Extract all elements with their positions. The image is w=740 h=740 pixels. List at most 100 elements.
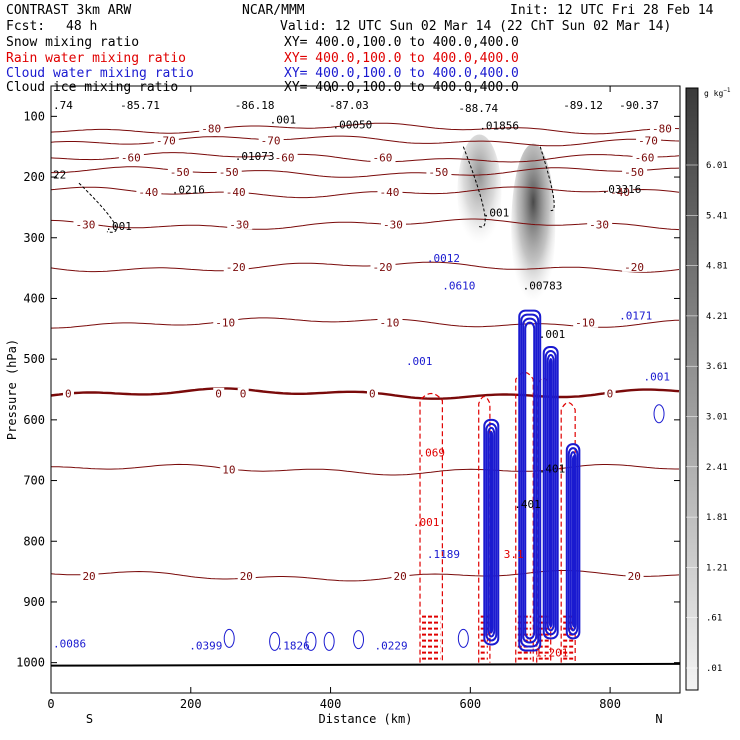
isotherm--70-label-0: -70 xyxy=(156,135,176,148)
isotherm--50-line xyxy=(51,166,680,178)
annotation-15: .001 xyxy=(483,207,510,220)
cloud-water-cell-0 xyxy=(483,418,500,646)
annotation-13: 22 xyxy=(53,168,66,181)
annotation-6: -90.37 xyxy=(619,99,659,112)
isotherm-0-label-3: 0 xyxy=(369,388,376,401)
isotherm--50-label-bg-1 xyxy=(216,166,242,178)
isotherm--40-label-1: -40 xyxy=(226,186,246,199)
x-tick-label-400: 400 xyxy=(320,697,342,711)
y-axis-title: Pressure (hPa) xyxy=(5,339,19,440)
isotherm-20-label-1: 20 xyxy=(240,570,253,583)
rain-cell-1 xyxy=(478,395,491,663)
x-tick-label-0: 0 xyxy=(47,697,54,711)
isotherm-20-label-bg-0 xyxy=(80,569,99,581)
isotherm--60-label-bg-3 xyxy=(632,151,658,163)
isotherm--40-label-bg-1 xyxy=(223,186,249,198)
isotherm--40-label-2: -40 xyxy=(379,186,399,199)
annotation-24: .401 xyxy=(539,463,566,476)
isotherm--20-label-bg-2 xyxy=(622,260,648,272)
isotherm-0-label-1: 0 xyxy=(215,388,222,401)
isotherm--80-label-0: -80 xyxy=(201,122,221,135)
cloud-water-blob-6 xyxy=(653,404,665,424)
colorbar-tick-label-0: 6.01 xyxy=(706,161,728,171)
cloud-water-blob-4 xyxy=(353,630,365,650)
isotherm--70-label-bg-1 xyxy=(258,134,284,146)
cloud-water-cell-2 xyxy=(548,358,553,628)
cloud-water-cell-2 xyxy=(546,354,555,632)
annotation-22: .001 xyxy=(644,370,671,383)
annotation-27: .1189 xyxy=(427,548,460,561)
cloud-water-cell-1 xyxy=(522,317,538,644)
isotherm--40-label-3: -40 xyxy=(610,186,630,199)
isotherm--40-label-bg-3 xyxy=(608,186,634,198)
isotherm--60-label-bg-1 xyxy=(272,151,298,163)
isotherm--20-label-0: -20 xyxy=(226,261,246,274)
isotherm--50-label-bg-2 xyxy=(426,166,452,178)
annotation-9: .01856 xyxy=(479,120,519,133)
legend-snow-label: Snow mixing ratio xyxy=(6,35,140,50)
legend-cloud-water-xy: XY= 400.0,100.0 to 400.0,400.0 xyxy=(284,66,519,81)
annotation-14: .001 xyxy=(105,220,131,233)
colorbar-tick-label-10: .01 xyxy=(706,664,722,674)
isotherm--70-line xyxy=(51,135,680,147)
legend-snow-xy: XY= 400.0,100.0 to 400.0,400.0 xyxy=(284,35,519,50)
colorbar-tick-label-5: 3.01 xyxy=(706,413,728,423)
isotherm--50-label-2: -50 xyxy=(428,166,448,179)
annotation-5: -89.12 xyxy=(563,99,603,112)
annotation-1: -85.71 xyxy=(120,99,160,112)
annotation-29: .0086 xyxy=(53,637,86,650)
isotherm--60-label-bg-2 xyxy=(370,151,396,163)
isotherm-20-label-3: 20 xyxy=(628,570,641,583)
isotherm-0-label-4: 0 xyxy=(607,388,614,401)
rain-cell-4 xyxy=(560,402,576,663)
isotherm--20-label-2: -20 xyxy=(624,261,644,274)
annotation-3: -87.03 xyxy=(329,99,369,112)
annotation-16: .0012 xyxy=(427,252,460,265)
annotation-30: .0399 xyxy=(189,639,222,652)
cloud-water-blob-3 xyxy=(323,631,335,651)
cloud-water-cell-3 xyxy=(567,447,579,636)
isotherm-10-line xyxy=(51,463,679,476)
cloud-water-blob-5 xyxy=(457,628,469,648)
isotherm-0-label-bg-4 xyxy=(604,387,616,399)
isotherm--30-label-bg-2 xyxy=(380,218,406,230)
x-tick-label-600: 600 xyxy=(459,697,481,711)
isotherm--20-label-bg-1 xyxy=(370,260,396,272)
y-tick-label-600: 600 xyxy=(23,413,45,427)
isotherm--40-label-bg-0 xyxy=(136,186,162,198)
isotherm-20-label-bg-3 xyxy=(625,569,644,581)
annotation-8: .00050 xyxy=(333,118,373,131)
annotation-0: .74 xyxy=(53,99,73,112)
isotherm--30-label-bg-1 xyxy=(227,218,253,230)
annotation-20: .001 xyxy=(539,328,566,341)
isotherm--60-label-2: -60 xyxy=(372,152,392,165)
isotherm-0-label-bg-0 xyxy=(62,387,74,399)
isotherm--60-line xyxy=(51,152,680,163)
colorbar-tick-label-9: .61 xyxy=(706,614,722,624)
annotation-25: .401 xyxy=(514,498,541,511)
isotherm--80-label-1: -80 xyxy=(652,122,672,135)
isotherm-20-line xyxy=(51,570,680,582)
colorbar-tick-label-7: 1.81 xyxy=(706,513,728,523)
isotherm-0-label-0: 0 xyxy=(65,388,72,401)
y-tick-label-500: 500 xyxy=(23,352,45,366)
annotation-28: 3.1 xyxy=(504,548,524,561)
isotherm--70-label-bg-0 xyxy=(153,134,179,146)
rain-cell-2 xyxy=(515,371,534,663)
cloud-water-blob-2 xyxy=(305,631,317,651)
colorbar-tick-label-1: 5.41 xyxy=(706,211,728,221)
isotherm--10-label-2: -10 xyxy=(575,317,595,330)
isotherm--30-line xyxy=(51,218,680,231)
isotherm--60-label-3: -60 xyxy=(635,152,655,165)
isotherm--20-label-1: -20 xyxy=(372,261,392,274)
colorbar-tick-label-3: 4.21 xyxy=(706,312,728,322)
cloud-water-blob-0 xyxy=(223,628,235,648)
legend-rain-xy: XY= 400.0,100.0 to 400.0,400.0 xyxy=(284,51,519,66)
isotherm-0-label-2: 0 xyxy=(240,388,247,401)
isotherm--50-label-0: -50 xyxy=(170,166,190,179)
annotation-23: .069 xyxy=(419,446,446,459)
isotherm-0-label-bg-1 xyxy=(213,387,225,399)
ice-contour-0 xyxy=(78,182,117,233)
cloud-water-blob-1 xyxy=(269,631,281,651)
